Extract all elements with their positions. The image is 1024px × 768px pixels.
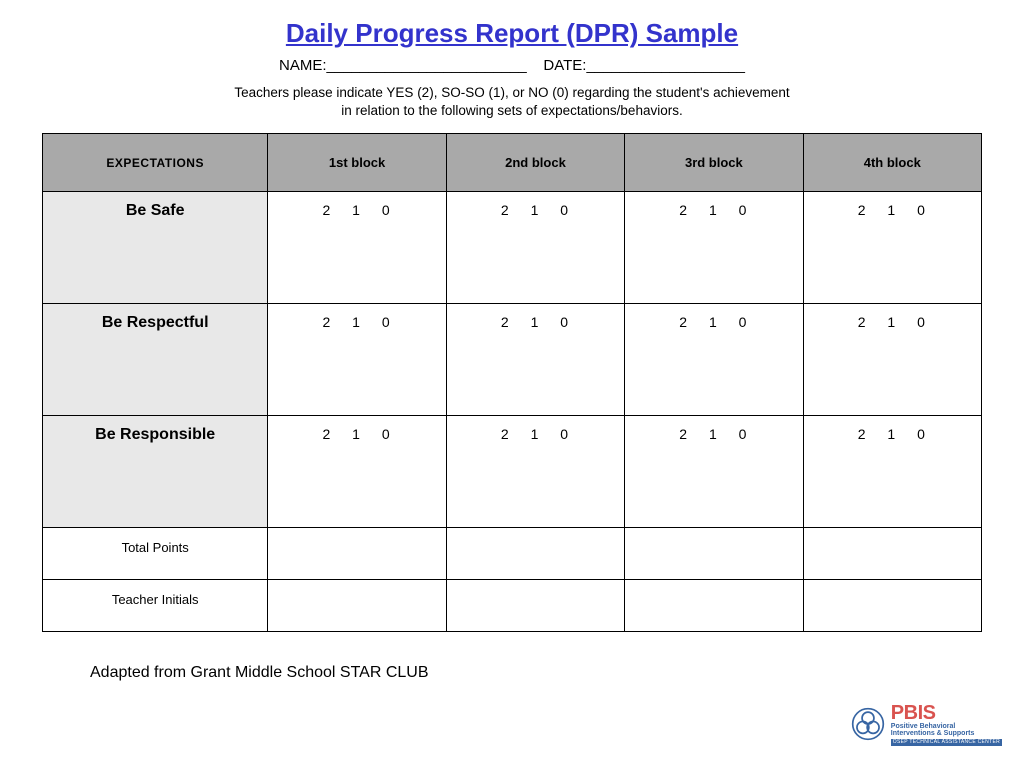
logo-bar: OSEP TECHNICAL ASSISTANCE CENTER [891, 739, 1002, 746]
footer-cell [803, 580, 981, 632]
score-cell: 2 1 0 [803, 416, 981, 528]
row-label-be-safe: Be Safe [43, 192, 268, 304]
dpr-table: EXPECTATIONS 1st block 2nd block 3rd blo… [42, 133, 982, 632]
logo-sub2: Interventions & Supports [891, 730, 1002, 738]
score-cell: 2 1 0 [803, 192, 981, 304]
footer-cell [803, 528, 981, 580]
name-label: NAME: [279, 57, 327, 74]
pbis-logo: PBIS Positive Behavioral Interventions &… [851, 703, 1002, 746]
col-block1: 1st block [268, 134, 446, 192]
table-row: Be Respectful 2 1 0 2 1 0 2 1 0 2 1 0 [43, 304, 982, 416]
footer-cell [446, 528, 624, 580]
instructions-line1: Teachers please indicate YES (2), SO-SO … [0, 84, 1024, 102]
row-total-points: Total Points [43, 528, 268, 580]
table-row: Be Responsible 2 1 0 2 1 0 2 1 0 2 1 0 [43, 416, 982, 528]
instructions-line2: in relation to the following sets of exp… [0, 102, 1024, 120]
col-expectations: EXPECTATIONS [43, 134, 268, 192]
row-label-be-respectful: Be Respectful [43, 304, 268, 416]
score-cell: 2 1 0 [625, 416, 803, 528]
page-title: Daily Progress Report (DPR) Sample [0, 0, 1024, 57]
row-label-be-responsible: Be Responsible [43, 416, 268, 528]
adapted-from: Adapted from Grant Middle School STAR CL… [0, 632, 1024, 682]
name-blank: ________________________ [327, 57, 527, 74]
score-cell: 2 1 0 [268, 192, 446, 304]
instructions: Teachers please indicate YES (2), SO-SO … [0, 84, 1024, 133]
footer-cell [625, 580, 803, 632]
row-teacher-initials: Teacher Initials [43, 580, 268, 632]
score-cell: 2 1 0 [268, 416, 446, 528]
score-cell: 2 1 0 [268, 304, 446, 416]
pbis-logo-icon [851, 707, 885, 741]
table-row: Be Safe 2 1 0 2 1 0 2 1 0 2 1 0 [43, 192, 982, 304]
logo-sub1: Positive Behavioral [891, 723, 1002, 731]
date-label: DATE: [543, 57, 586, 74]
table-footer-row: Teacher Initials [43, 580, 982, 632]
footer-cell [268, 580, 446, 632]
logo-acronym: PBIS [891, 703, 1002, 723]
col-block3: 3rd block [625, 134, 803, 192]
col-block2: 2nd block [446, 134, 624, 192]
date-blank: ___________________ [586, 57, 745, 74]
pbis-logo-text: PBIS Positive Behavioral Interventions &… [891, 703, 1002, 746]
footer-cell [446, 580, 624, 632]
footer-cell [268, 528, 446, 580]
footer-cell [625, 528, 803, 580]
table-footer-row: Total Points [43, 528, 982, 580]
score-cell: 2 1 0 [446, 416, 624, 528]
score-cell: 2 1 0 [446, 304, 624, 416]
score-cell: 2 1 0 [625, 192, 803, 304]
table-header-row: EXPECTATIONS 1st block 2nd block 3rd blo… [43, 134, 982, 192]
score-cell: 2 1 0 [625, 304, 803, 416]
col-block4: 4th block [803, 134, 981, 192]
score-cell: 2 1 0 [803, 304, 981, 416]
score-cell: 2 1 0 [446, 192, 624, 304]
name-date-line: NAME:________________________ DATE:_____… [0, 57, 1024, 84]
